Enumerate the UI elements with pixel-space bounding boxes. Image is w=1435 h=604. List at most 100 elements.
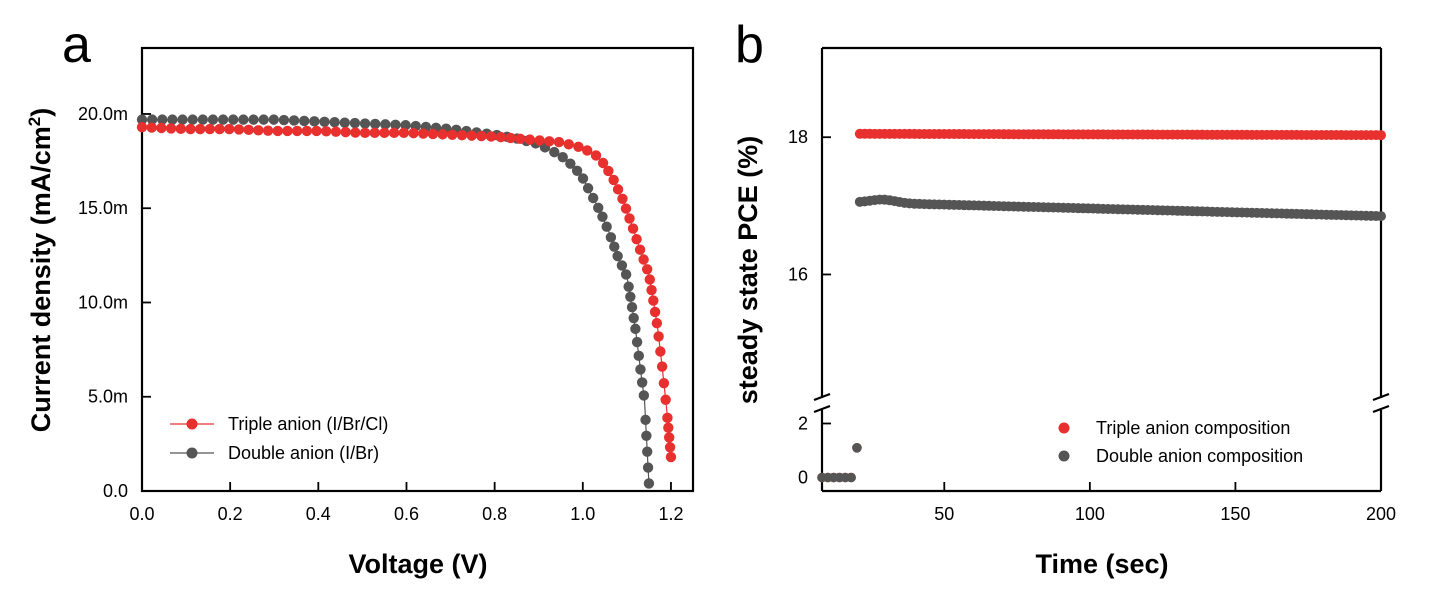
panel-a-point-double [217, 114, 229, 125]
legend-b-double-label: Double anion composition [1096, 446, 1303, 466]
panel-a-point-triple [655, 346, 666, 357]
panel-a-point-double [390, 119, 401, 131]
panel-a-point-triple [330, 126, 342, 137]
panel-a-point-double [228, 114, 239, 125]
panel-a-point-triple [648, 295, 659, 306]
panel-a-point-triple [136, 121, 148, 133]
panel-b-plot-frame [820, 46, 1383, 493]
panel-a-point-triple [301, 125, 313, 137]
panel-a-xtick-label: 0.4 [306, 504, 331, 524]
panel-a-point-double [248, 114, 259, 125]
panel-a-point-triple [427, 128, 439, 140]
panel-a-point-double [359, 118, 371, 129]
panel-a-point-double [319, 116, 330, 127]
panel-b-xtick-label: 50 [934, 504, 954, 524]
panel-a-xtick-label: 1.2 [658, 504, 683, 524]
panel-a-point-triple [272, 125, 283, 137]
panel-a-point-double [349, 117, 361, 129]
panel-a-point-double [628, 312, 639, 324]
panel-a-point-triple [233, 124, 245, 135]
panel-a-point-triple [644, 274, 656, 285]
panel-a-point-double [642, 462, 654, 473]
panel-a-point-triple [641, 264, 653, 275]
panel-a-point-double [626, 302, 638, 313]
panel-b-ytick-label-upper: 18 [788, 127, 808, 147]
panel-a-point-triple [447, 129, 458, 140]
panel-a-point-double [157, 114, 168, 125]
panel-a-point-triple [253, 125, 264, 136]
panel-a-point-triple [631, 233, 642, 245]
panel-a-point-triple [663, 422, 674, 433]
panel-a-xtick-label: 1.0 [570, 504, 595, 524]
panel-a-point-double [136, 114, 148, 125]
panel-a-point-double [177, 114, 188, 125]
panel-a-xlabel: Voltage (V) [348, 549, 487, 579]
panel-a-point-double [268, 114, 279, 125]
panel-a-point-triple [291, 125, 303, 137]
panel-a-point-double [587, 192, 599, 204]
legend-b-double-marker [1058, 450, 1070, 462]
panel-a-point-triple [495, 131, 507, 143]
panel-b: b 50 100 150 200 16 18 0 2 Time (sec) steady st… [733, 16, 1396, 579]
panel-a-ytick-label: 10.0m [78, 292, 128, 312]
panel-a-point-triple [658, 377, 670, 389]
panel-b-letter: b [735, 16, 764, 74]
panel-a-ylabel-main: Current density (mA/cm [26, 126, 56, 432]
panel-a-point-double [643, 478, 655, 489]
panel-a-point-double [616, 260, 628, 271]
panel-a-point-double [593, 202, 604, 213]
panel-b-axis-break-marks [813, 392, 1390, 414]
panel-a-point-triple [649, 306, 661, 318]
panel-a-series-line-triple [141, 126, 672, 458]
panel-a-point-double [278, 114, 290, 126]
panel-a-point-triple [534, 135, 545, 146]
panel-a-point-triple [466, 130, 477, 141]
panel-a-point-double [630, 323, 641, 335]
panel-a-point-double [641, 430, 652, 441]
panel-a-point-double [565, 158, 576, 169]
panel-a-point-double [238, 114, 249, 125]
panel-a-point-double [633, 350, 644, 362]
panel-a-ytick-label: 20.0m [78, 104, 128, 124]
panel-a-point-triple [634, 244, 646, 255]
panel-a-point-triple [359, 127, 371, 139]
panel-b-xlabel: Time (sec) [1035, 549, 1168, 579]
panel-a-point-triple [398, 127, 410, 139]
panel-a-point-triple [653, 331, 664, 342]
panel-a-point-triple [505, 132, 516, 144]
panel-b-ytick-label-upper: 16 [788, 264, 808, 284]
panel-a-point-triple [379, 127, 390, 139]
panel-a-point-triple [660, 394, 671, 405]
panel-a-point-triple [627, 223, 639, 234]
panel-a-point-triple [662, 412, 673, 424]
panel-a-point-double [380, 119, 391, 130]
legend-b-triple-marker [1058, 422, 1070, 434]
panel-a-point-triple [204, 123, 216, 135]
panel-a-point-triple [656, 361, 668, 372]
panel-a-point-double [167, 114, 178, 125]
panel-a-point-double [642, 446, 653, 457]
panel-a-ytick-label: 15.0m [78, 198, 128, 218]
panel-a-point-double [582, 183, 594, 194]
panel-a-point-triple [485, 131, 497, 142]
panel-a-point-triple [194, 123, 206, 135]
panel-a-point-triple [646, 284, 657, 296]
panel-a-point-triple [262, 125, 274, 136]
panel-b-ticks: 50 100 150 200 16 18 0 2 [788, 127, 1396, 524]
panel-a-point-double [635, 364, 646, 375]
panel-a-ytick-label: 0.0 [103, 481, 128, 501]
panel-a-point-triple [369, 127, 380, 139]
panel-b-point-double [1376, 211, 1386, 222]
panel-a-point-triple [175, 123, 186, 135]
panel-a-point-triple [603, 165, 614, 177]
panel-a-point-triple [437, 129, 448, 140]
panel-a-point-double [207, 114, 219, 125]
panel-a-point-double [146, 114, 158, 125]
panel-a-xtick-label: 0.6 [394, 504, 419, 524]
panel-a-point-triple [321, 126, 332, 137]
panel-b-point-pre-double [852, 443, 862, 453]
panel-a-point-double [557, 151, 568, 163]
panel-a-point-triple [624, 213, 635, 224]
panel-a-point-double [571, 165, 583, 176]
legend-a-double-label: Double anion (I/Br) [228, 443, 379, 463]
